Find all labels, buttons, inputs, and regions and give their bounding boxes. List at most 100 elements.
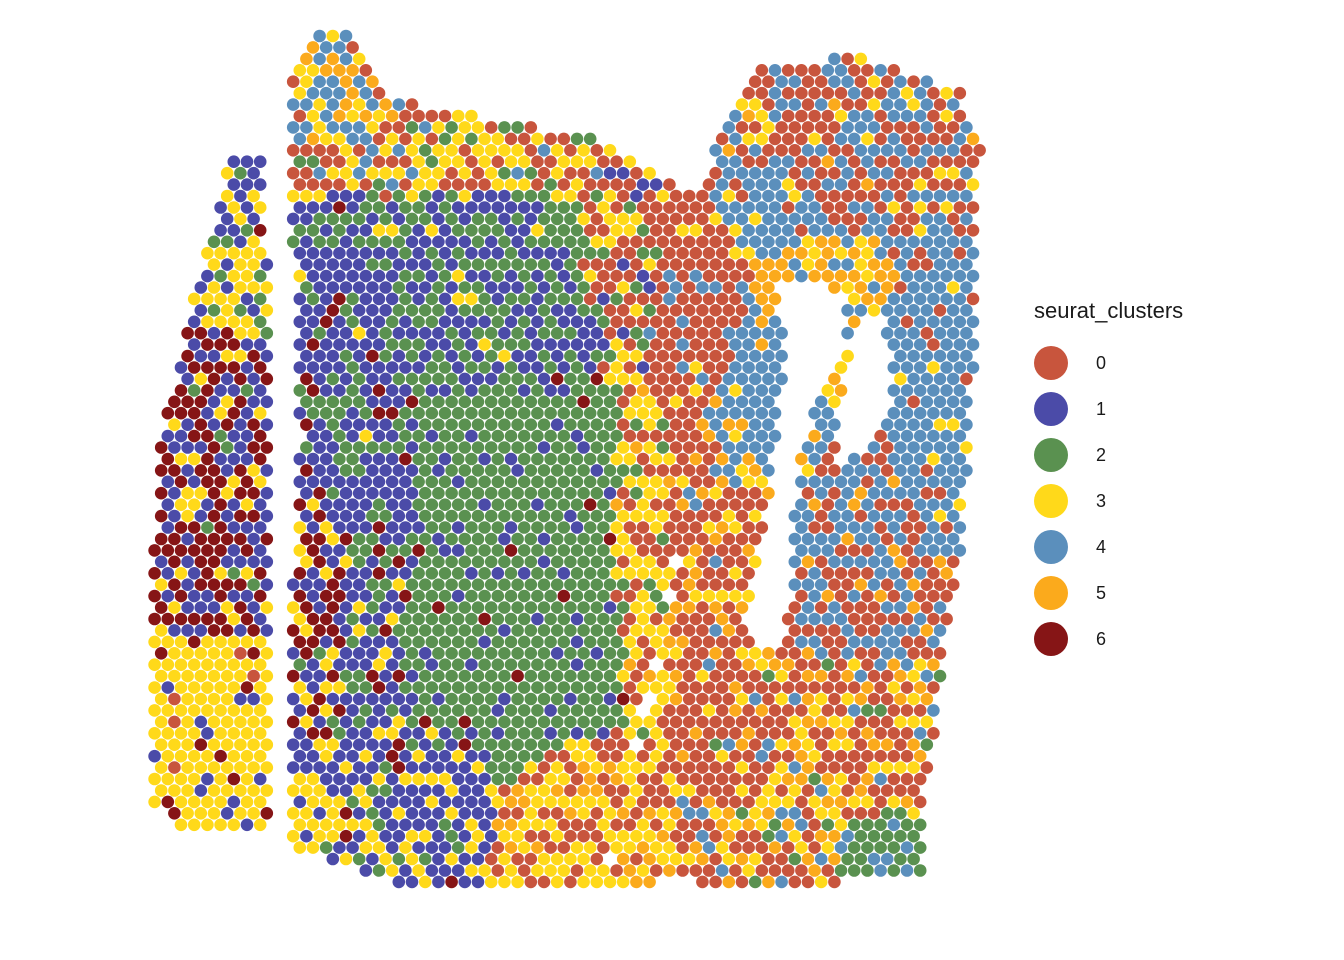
spot-cluster-0 (709, 326, 722, 340)
spot-cluster-1 (458, 212, 472, 226)
spot-cluster-3 (418, 829, 432, 843)
spot-cluster-1 (187, 338, 201, 351)
spot-cluster-4 (920, 372, 934, 386)
spot-cluster-4 (894, 532, 907, 546)
spot-cluster-0 (781, 727, 795, 740)
spot-cluster-2 (491, 589, 505, 603)
legend-label: 1 (1096, 398, 1107, 419)
spot-cluster-2 (346, 384, 359, 397)
spot-cluster-1 (333, 246, 346, 260)
spot-cluster-2 (894, 807, 907, 820)
spot-cluster-5 (828, 829, 841, 843)
spot-cluster-2 (438, 567, 452, 580)
spot-cluster-5 (696, 852, 709, 866)
spot-cluster-2 (524, 189, 538, 203)
spot-cluster-2 (471, 669, 485, 683)
spot-cluster-2 (630, 464, 643, 477)
spot-cluster-4 (702, 658, 716, 671)
spot-cluster-3 (676, 475, 689, 489)
spot-cluster-4 (511, 166, 524, 180)
spot-cluster-4 (874, 567, 887, 580)
spot-cluster-4 (946, 189, 960, 203)
spot-cluster-0 (590, 829, 604, 843)
spot-cluster-0 (623, 178, 637, 191)
spot-cluster-4 (847, 109, 861, 123)
spot-cluster-4 (841, 464, 854, 477)
spot-cluster-2 (504, 498, 518, 512)
spot-cluster-5 (768, 658, 782, 671)
spot-cluster-2 (366, 441, 379, 454)
legend-item-6: 6 (1034, 616, 1183, 662)
spot-cluster-2 (366, 578, 379, 591)
spot-cluster-6 (293, 498, 307, 512)
spot-cluster-2 (465, 521, 478, 534)
spot-cluster-0 (795, 704, 808, 717)
spot-cluster-2 (570, 704, 584, 717)
spot-cluster-0 (498, 807, 511, 820)
spot-cluster-3 (319, 704, 333, 717)
spot-cluster-6 (194, 532, 208, 546)
spot-cluster-5 (722, 418, 736, 432)
spot-cluster-6 (227, 406, 241, 420)
spot-cluster-0 (656, 761, 670, 774)
spot-cluster-2 (748, 875, 762, 889)
spot-cluster-2 (643, 578, 656, 591)
spot-cluster-3 (187, 795, 201, 809)
spot-cluster-5 (682, 601, 696, 614)
spot-cluster-1 (405, 761, 419, 774)
spot-cluster-3 (531, 818, 544, 832)
spot-cluster-3 (511, 829, 524, 843)
spot-cluster-4 (326, 98, 340, 111)
spot-cluster-0 (722, 349, 736, 363)
spot-cluster-3 (630, 212, 643, 226)
spot-cluster-4 (880, 647, 894, 660)
spot-cluster-3 (445, 807, 458, 820)
spot-cluster-0 (286, 75, 300, 88)
spot-cluster-4 (960, 166, 973, 180)
spot-cluster-2 (537, 464, 551, 477)
spot-cluster-2 (544, 589, 557, 603)
spot-cluster-4 (946, 395, 960, 409)
spot-cluster-0 (359, 64, 373, 77)
spot-cluster-4 (960, 304, 973, 317)
spot-cluster-3 (339, 555, 353, 569)
spot-cluster-5 (894, 669, 907, 683)
spot-cluster-3 (372, 109, 386, 123)
spot-cluster-2 (544, 406, 557, 420)
spot-cluster-4 (676, 338, 689, 351)
spot-cluster-5 (682, 578, 696, 591)
spot-cluster-4 (920, 281, 934, 294)
spot-cluster-4 (913, 429, 927, 443)
legend-title: seurat_clusters (1034, 298, 1184, 323)
spot-cluster-4 (392, 144, 406, 157)
spot-cluster-2 (346, 361, 359, 374)
spot-cluster-0 (841, 144, 854, 157)
spot-cluster-1 (293, 292, 307, 306)
spot-cluster-1 (293, 361, 307, 374)
spot-cluster-4 (775, 349, 788, 363)
spot-cluster-0 (623, 384, 637, 397)
spot-cluster-4 (927, 406, 940, 420)
spot-cluster-0 (900, 178, 914, 191)
spot-cluster-0 (821, 749, 835, 763)
spot-cluster-4 (729, 338, 742, 351)
spot-cluster-2 (603, 349, 617, 363)
spot-cluster-1 (247, 166, 260, 180)
spot-cluster-1 (352, 509, 366, 523)
spot-cluster-1 (366, 418, 379, 432)
spot-cluster-3 (220, 647, 234, 660)
spot-cluster-1 (359, 338, 373, 351)
spot-cluster-2 (636, 338, 650, 351)
spot-cluster-5 (808, 429, 821, 443)
spot-cluster-2 (498, 486, 511, 500)
spot-cluster-3 (643, 166, 656, 180)
spot-cluster-3 (795, 727, 808, 740)
spot-cluster-3 (841, 692, 854, 706)
spot-cluster-2 (511, 326, 524, 340)
spot-cluster-3 (359, 818, 373, 832)
spot-cluster-1 (352, 258, 366, 271)
spot-cluster-3 (201, 315, 214, 329)
spot-cluster-3 (729, 567, 742, 580)
spot-cluster-0 (847, 772, 861, 786)
spot-cluster-2 (491, 315, 505, 329)
